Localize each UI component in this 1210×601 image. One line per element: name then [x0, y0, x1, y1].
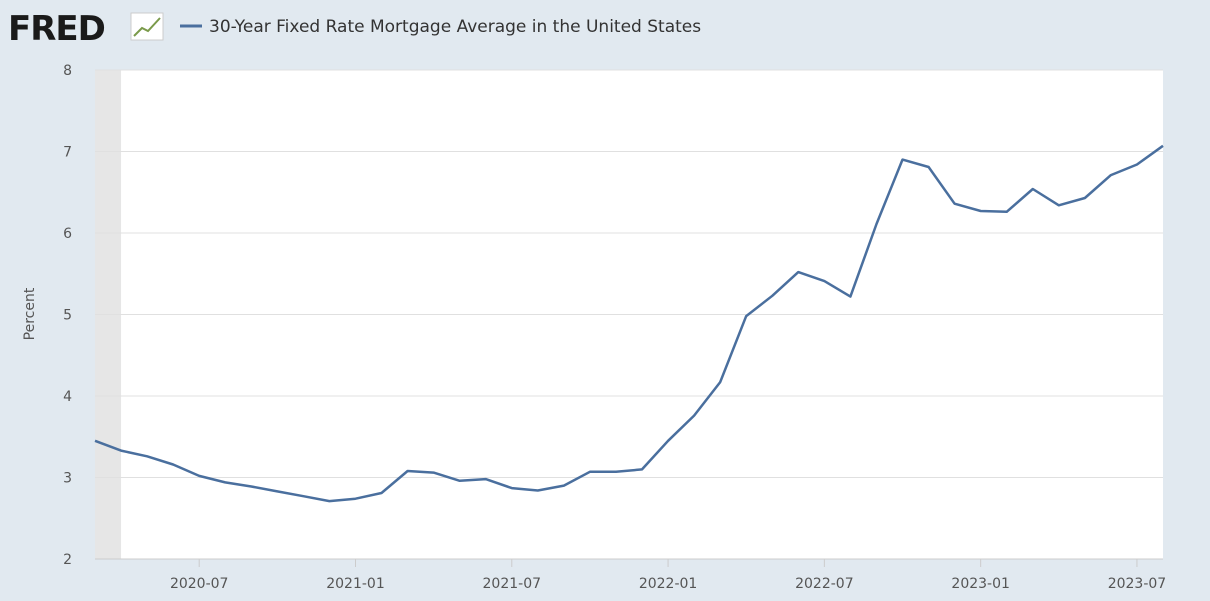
- x-tick-label: 2023-01: [951, 576, 1010, 592]
- y-tick-label: 3: [63, 471, 72, 487]
- y-tick-label: 5: [63, 308, 72, 324]
- x-tick-label: 2022-07: [795, 576, 854, 592]
- x-tick-label: 2023-07: [1108, 576, 1167, 592]
- legend-label: 30-Year Fixed Rate Mortgage Average in t…: [209, 17, 701, 37]
- y-axis-label: Percent: [22, 287, 38, 340]
- y-tick-label: 7: [63, 145, 72, 161]
- series-line: [94, 144, 1164, 503]
- y-tick-label: 6: [63, 226, 72, 242]
- x-tick-label: 2021-07: [483, 576, 542, 592]
- x-tick-label: 2020-07: [170, 576, 229, 592]
- y-tick-label: 4: [63, 389, 72, 405]
- x-tick-label: 2021-01: [326, 576, 385, 592]
- y-tick-label: 8: [63, 63, 72, 79]
- logo-icon: [130, 12, 164, 41]
- logo: FRED: [8, 9, 105, 49]
- x-tick-label: 2022-01: [639, 576, 698, 592]
- y-tick-label: 2: [63, 552, 72, 568]
